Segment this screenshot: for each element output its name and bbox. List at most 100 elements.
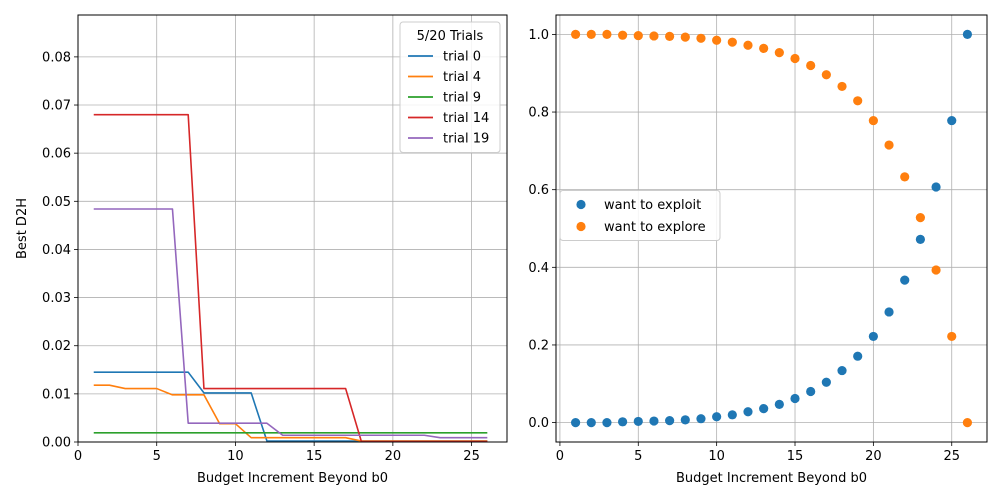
data-point-want-to-explore <box>743 40 753 50</box>
data-point-want-to-explore <box>868 115 878 126</box>
data-point-want-to-explore <box>947 331 957 342</box>
right-chart-y-tick-label: 0.4 <box>528 261 549 276</box>
data-point-want-to-exploit <box>680 415 690 425</box>
right-chart-points <box>570 29 973 428</box>
left-chart-y-axis-label: Best D2H <box>15 198 30 259</box>
right-chart-y-tick-label: 0.2 <box>528 338 549 353</box>
data-point-want-to-exploit <box>618 417 628 427</box>
data-point-want-to-explore <box>853 96 863 106</box>
left-chart-y-tick-label: 0.04 <box>42 243 71 258</box>
data-point-want-to-exploit <box>696 414 706 424</box>
data-point-want-to-exploit <box>602 417 612 428</box>
right-chart-frame <box>555 14 988 443</box>
data-point-want-to-exploit <box>868 331 878 342</box>
legend-label: trial 0 <box>443 50 481 65</box>
data-point-want-to-exploit <box>853 351 863 361</box>
data-point-want-to-explore <box>774 48 784 58</box>
right-chart-x-axis-label: Budget Increment Beyond b0 <box>676 471 867 486</box>
data-point-want-to-explore <box>727 37 737 47</box>
legend-label: want to explore <box>604 220 706 235</box>
left-chart-x-tick-label: 15 <box>306 449 323 464</box>
legend-marker-want-to-exploit <box>576 199 586 210</box>
right-chart-legend-box <box>559 190 721 241</box>
data-point-want-to-explore <box>712 35 722 45</box>
legend-label: want to exploit <box>604 198 701 213</box>
data-point-want-to-exploit <box>649 416 659 426</box>
right-chart-x-tick-label: 25 <box>943 449 960 464</box>
right-chart-x-tick-label: 20 <box>865 449 882 464</box>
data-point-want-to-explore <box>665 31 675 41</box>
right-chart-panel: 0 5 10 15 20 25 0.0 0.2 0.4 0.6 0.8 1.0 Budget Incr… <box>528 14 988 486</box>
right-chart-x-tick-label: 15 <box>787 449 804 464</box>
data-point-want-to-explore <box>633 30 643 41</box>
legend-label: trial 14 <box>443 111 489 126</box>
data-point-want-to-exploit <box>712 412 722 422</box>
data-point-want-to-explore <box>759 43 769 53</box>
right-chart-x-tick-label: 0 <box>556 449 564 464</box>
data-point-want-to-explore <box>586 29 596 40</box>
left-chart-x-axis-label: Budget Increment Beyond b0 <box>197 471 388 486</box>
right-chart-y-tick-label: 1.0 <box>528 28 549 43</box>
left-chart-legend-title: 5/20 Trials <box>417 29 484 44</box>
data-point-want-to-exploit <box>884 307 894 317</box>
right-chart-legend: want to exploit want to explore <box>559 190 721 241</box>
right-chart-x-tick-label: 10 <box>708 449 725 464</box>
data-point-want-to-exploit <box>900 275 910 285</box>
data-point-want-to-explore <box>696 33 706 43</box>
right-chart-y-tick-label: 0.6 <box>528 183 549 198</box>
left-chart-y-tick-label: 0.03 <box>42 291 71 306</box>
left-chart-legend: 5/20 Trials trial 0 trial 4 trial 9 trial 1… <box>399 21 501 153</box>
data-point-want-to-exploit <box>821 377 831 387</box>
left-chart-ticks: 0 5 10 15 20 25 0.00 0.01 0.02 0.03 0.04 0.05 0.06 0.… <box>42 50 480 464</box>
data-point-want-to-explore <box>900 172 910 182</box>
data-point-want-to-explore <box>790 53 800 64</box>
left-chart-y-tick-label: 0.06 <box>42 147 71 162</box>
left-chart-legend-items: trial 0 trial 4 trial 9 trial 14 trial 19 <box>408 50 489 147</box>
data-point-want-to-explore <box>837 81 847 92</box>
legend-marker-want-to-explore <box>576 221 586 232</box>
left-chart-y-tick-label: 0.05 <box>42 195 71 210</box>
data-point-want-to-explore <box>806 60 816 71</box>
right-chart-ticks: 0 5 10 15 20 25 0.0 0.2 0.4 0.6 0.8 1.0 <box>528 28 960 464</box>
data-point-want-to-exploit <box>962 29 973 40</box>
data-point-want-to-exploit <box>759 404 769 414</box>
data-point-want-to-explore <box>884 140 894 150</box>
data-point-want-to-exploit <box>586 417 596 428</box>
left-chart-grid <box>77 15 507 443</box>
left-chart-x-tick-label: 20 <box>385 449 402 464</box>
data-point-want-to-exploit <box>931 182 941 192</box>
left-chart-y-tick-label: 0.02 <box>42 339 71 354</box>
data-point-want-to-exploit <box>806 386 816 397</box>
left-chart-y-tick-label: 0.07 <box>42 99 71 114</box>
left-chart-x-tick-label: 10 <box>227 449 244 464</box>
left-chart-y-tick-label: 0.01 <box>42 387 71 402</box>
right-chart-y-tick-label: 0.8 <box>528 106 549 121</box>
data-point-want-to-explore <box>915 213 925 223</box>
data-point-want-to-exploit <box>837 365 847 376</box>
data-point-want-to-exploit <box>570 417 581 428</box>
data-point-want-to-explore <box>931 265 941 275</box>
right-chart-legend-items: want to exploit want to explore <box>576 198 706 235</box>
left-chart-panel: 0 5 10 15 20 25 0.00 0.01 0.02 0.03 0.04 0.05 0.06 0.… <box>15 14 508 486</box>
data-point-want-to-explore <box>602 29 612 40</box>
left-chart-x-tick-label: 0 <box>74 449 82 464</box>
legend-label: trial 9 <box>443 91 481 106</box>
right-chart-x-tick-label: 5 <box>634 449 642 464</box>
data-point-want-to-exploit <box>774 399 784 409</box>
series-line-trial-19 <box>93 208 488 439</box>
left-chart-y-tick-label: 0.00 <box>42 436 71 451</box>
data-point-want-to-exploit <box>665 416 675 426</box>
data-point-want-to-explore <box>649 31 659 41</box>
data-point-want-to-exploit <box>790 393 800 404</box>
data-point-want-to-exploit <box>947 115 957 126</box>
right-chart-y-tick-label: 0.0 <box>528 416 549 431</box>
left-chart-frame <box>77 14 508 443</box>
data-point-want-to-explore <box>821 70 831 80</box>
data-point-want-to-explore <box>570 29 581 40</box>
left-chart-legend-box <box>399 21 501 153</box>
data-point-want-to-exploit <box>743 407 753 417</box>
left-chart-x-tick-label: 5 <box>153 449 161 464</box>
data-point-want-to-exploit <box>633 416 643 427</box>
legend-label: trial 19 <box>443 132 489 147</box>
